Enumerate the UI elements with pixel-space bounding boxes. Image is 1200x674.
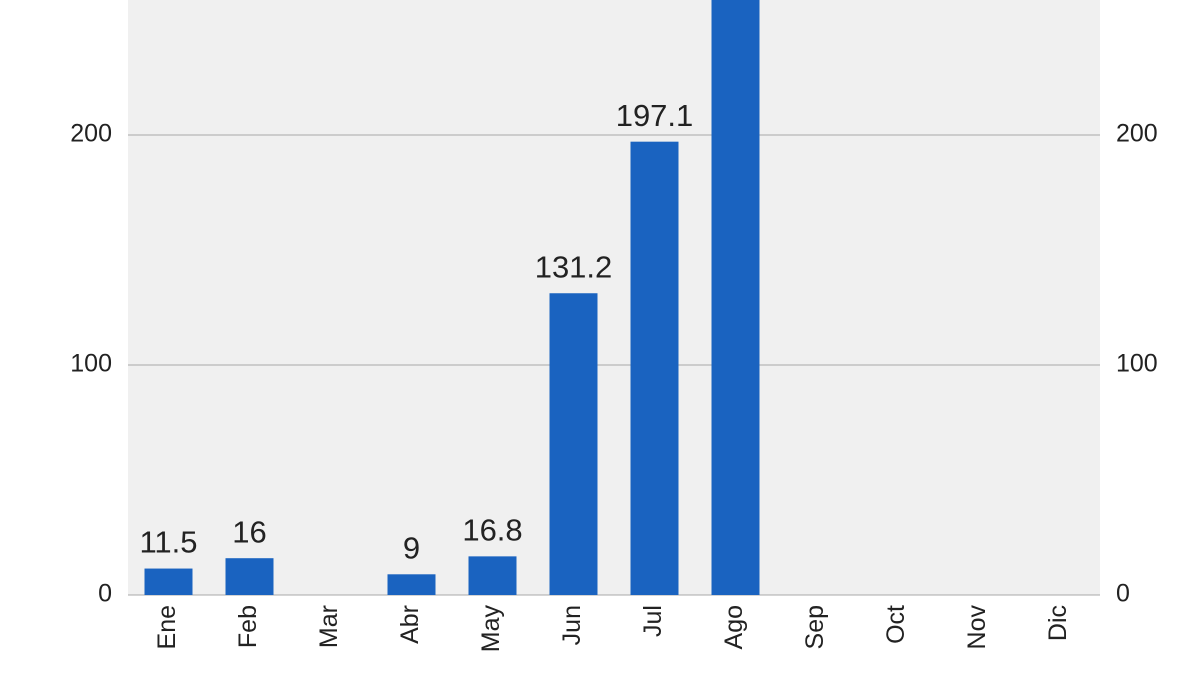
y2-tick-label: 200 [1116, 120, 1158, 148]
x-tick-label: Dic [1044, 605, 1072, 641]
x-tick-label: Jun [558, 605, 586, 645]
x-tick-label: May [477, 605, 505, 653]
x-tick-label: Jul [639, 605, 667, 637]
x-tick-label: Mar [315, 605, 343, 648]
bar [387, 574, 436, 595]
bar [549, 293, 598, 595]
x-tick-label: Sep [801, 605, 829, 649]
y-tick-label: 0 [98, 580, 112, 608]
value-label: 131.2 [535, 249, 613, 284]
x-tick-label: Ago [720, 605, 748, 649]
x-tick-label: Feb [234, 605, 262, 648]
x-tick-label: Abr [396, 605, 424, 644]
value-label: 16.8 [462, 513, 522, 548]
y2-tick-label: 100 [1116, 350, 1158, 378]
bar [630, 141, 679, 595]
bar [225, 558, 274, 595]
x-tick-label: Ene [153, 605, 181, 649]
value-label: 11.5 [139, 525, 197, 560]
bar [711, 0, 760, 595]
bar [144, 568, 193, 595]
y-tick-label: 100 [70, 350, 112, 378]
y-tick-label: 200 [70, 120, 112, 148]
value-label: 197.1 [616, 98, 694, 133]
bar [468, 556, 517, 595]
x-tick-label: Oct [882, 605, 910, 644]
y2-tick-label: 0 [1116, 580, 1130, 608]
value-label: 9 [403, 530, 420, 565]
plot-area [128, 0, 1100, 595]
value-label: 16 [232, 514, 266, 549]
x-tick-label: Nov [963, 605, 991, 650]
